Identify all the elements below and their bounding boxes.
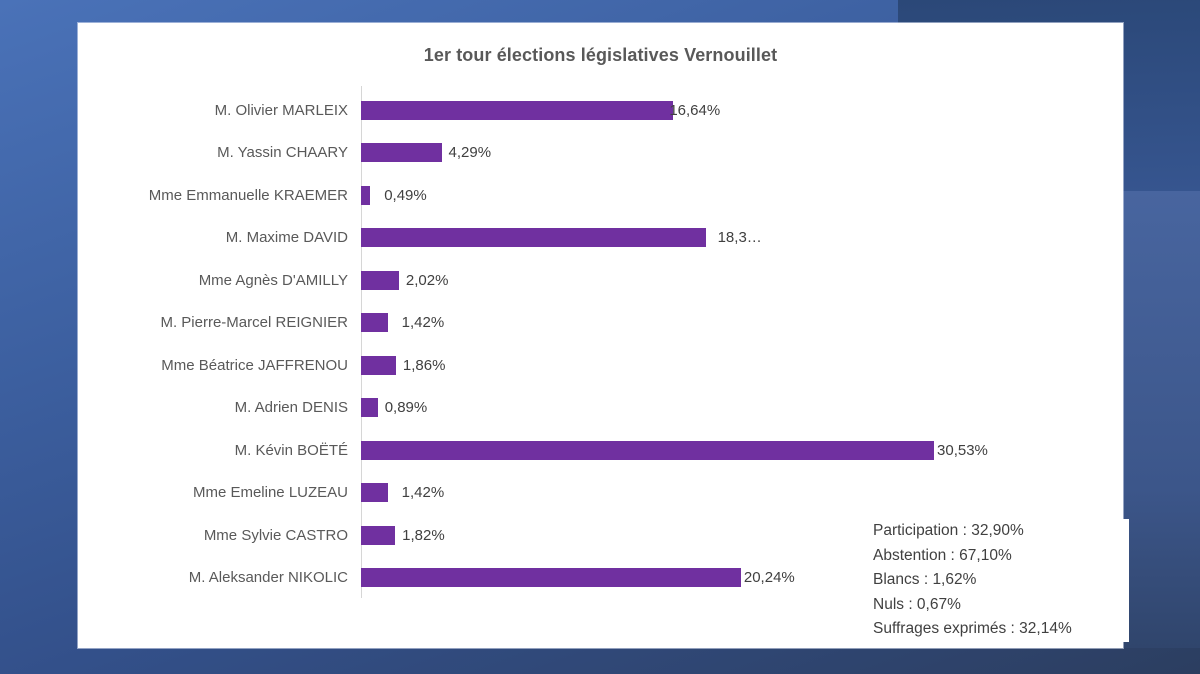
bar: [361, 313, 388, 333]
value-label: 18,3…: [717, 229, 762, 247]
bar: [361, 185, 371, 205]
bar-zone: 4,29%: [361, 143, 1123, 163]
stats-block: Participation : 32,90% Abstention : 67,10…: [873, 519, 1129, 642]
bar-zone: 0,89%: [361, 398, 1123, 418]
category-label: Mme Emeline LUZEAU: [192, 484, 348, 502]
chart-title: 1er tour élections législatives Vernouil…: [423, 45, 778, 65]
bar: [361, 270, 399, 290]
value-label: 30,53%: [937, 441, 988, 459]
value-label: 20,24%: [743, 569, 795, 587]
stats-line: Participation : 32,90%: [873, 522, 1024, 539]
chart-card: 1er tour élections législatives Vernouil…: [78, 23, 1129, 648]
value-label: 0,89%: [384, 399, 428, 417]
category-label: M. Yassin CHAARY: [217, 144, 348, 162]
value-label: 2,02%: [405, 271, 449, 289]
bar: [361, 568, 741, 588]
chart-row: M. Kévin BOËTÉ 30,53%: [78, 429, 1123, 472]
category-label: M. Aleksander NIKOLIC: [188, 569, 348, 587]
chart-row: M. Olivier MARLEIX 16,64%: [78, 89, 1123, 132]
category-label: Mme Agnès D'AMILLY: [198, 271, 348, 289]
bar-zone: 2,02%: [361, 270, 1123, 290]
bar-zone: 16,64%: [361, 100, 1123, 120]
chart-row: Mme Béatrice JAFFRENOU 1,86%: [78, 344, 1123, 387]
value-label: 1,42%: [401, 484, 445, 502]
value-label: 1,86%: [402, 356, 446, 374]
chart-row: Mme Emmanuelle KRAEMER 0,49%: [78, 174, 1123, 217]
chart-row: Mme Agnès D'AMILLY 2,02%: [78, 259, 1123, 302]
bar: [361, 100, 674, 120]
bar: [361, 440, 935, 460]
chart-row: M. Pierre-Marcel REIGNIER 1,42%: [78, 302, 1123, 345]
stats-line: Blancs : 1,62%: [873, 571, 977, 588]
chart-row: M. Adrien DENIS 0,89%: [78, 387, 1123, 430]
category-label: M. Maxime DAVID: [225, 229, 348, 247]
stats-line: Suffrages exprimés : 32,14%: [873, 620, 1072, 637]
bar-zone: 18,3…: [361, 228, 1123, 248]
chart-row: Mme Sylvie CASTRO 1,82%: [78, 514, 1123, 557]
category-label: Mme Emmanuelle KRAEMER: [148, 186, 348, 204]
category-label: Mme Béatrice JAFFRENOU: [161, 356, 348, 374]
bar: [361, 228, 706, 248]
bar-zone: 1,42%: [361, 483, 1123, 503]
value-label: 1,42%: [401, 314, 445, 332]
stats-line: Abstention : 67,10%: [873, 546, 1012, 564]
chart-plot: M. Olivier MARLEIX 16,64% M. Yassin CHAARY…: [78, 89, 1123, 599]
category-label: M. Pierre-Marcel REIGNIER: [160, 314, 348, 332]
category-label: Mme Sylvie CASTRO: [203, 526, 348, 544]
bar-zone: 1,86%: [361, 355, 1123, 375]
bar: [361, 525, 396, 545]
value-label: 4,29%: [448, 144, 492, 162]
bar-zone: 30,53%: [361, 440, 1123, 460]
chart-row: M. Yassin CHAARY 4,29%: [78, 132, 1123, 175]
y-axis-line: [361, 86, 362, 598]
bar: [361, 355, 396, 375]
bar-zone: 0,49%: [361, 185, 1123, 205]
value-label: 0,49%: [384, 186, 427, 204]
bar: [361, 483, 388, 503]
chart-row: Mme Emeline LUZEAU 1,42%: [78, 472, 1123, 515]
chart-row: M. Maxime DAVID 18,3…: [78, 217, 1123, 260]
value-label: 1,82%: [402, 526, 445, 544]
value-label: 16,64%: [669, 101, 721, 119]
stats-line: Nuls : 0,67%: [873, 595, 961, 613]
bar-zone: 20,24%: [361, 568, 1123, 588]
bar-zone: 1,42%: [361, 313, 1123, 333]
bar-zone: 1,82%: [361, 525, 1123, 545]
category-label: M. Adrien DENIS: [234, 399, 348, 417]
bar: [361, 143, 442, 163]
category-label: M. Kévin BOËTÉ: [234, 441, 348, 459]
bar: [361, 398, 378, 418]
category-label: M. Olivier MARLEIX: [214, 101, 348, 119]
chart-row: M. Aleksander NIKOLIC 20,24%: [78, 557, 1123, 600]
